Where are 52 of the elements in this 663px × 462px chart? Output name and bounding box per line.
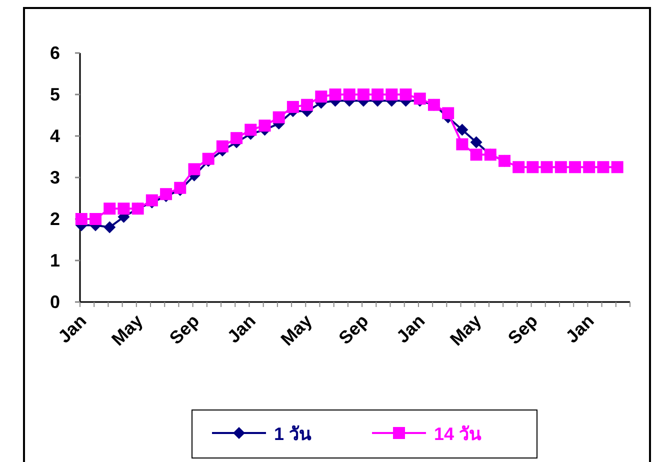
point <box>554 161 567 174</box>
point <box>230 132 243 144</box>
point <box>456 124 468 136</box>
point <box>611 161 624 174</box>
point <box>272 111 285 124</box>
point <box>315 90 328 103</box>
point <box>118 202 130 215</box>
point <box>569 161 581 174</box>
y-tick-label: 5 <box>50 84 60 104</box>
point <box>400 88 412 100</box>
legend-label: 14 วัน <box>434 424 482 444</box>
x-tick-label: Sep <box>504 310 542 348</box>
point <box>526 161 539 174</box>
point <box>597 161 610 174</box>
y-tick-label: 4 <box>50 126 60 146</box>
point <box>258 120 271 132</box>
point <box>583 161 596 174</box>
x-tick-label: May <box>276 310 316 350</box>
point <box>188 163 200 176</box>
point <box>357 88 370 100</box>
point <box>512 161 525 174</box>
point <box>386 88 398 100</box>
x-tick-label: Jan <box>54 310 90 347</box>
legend-label: 1 วัน <box>274 424 312 444</box>
point <box>372 88 384 100</box>
point <box>301 98 314 111</box>
x-tick-label: Jan <box>562 310 598 347</box>
y-tick-label: 2 <box>50 209 60 229</box>
point <box>343 88 356 100</box>
y-tick-label: 6 <box>50 43 60 63</box>
point <box>216 140 228 152</box>
y-tick-label: 1 <box>50 250 60 270</box>
point <box>456 138 468 150</box>
x-tick-label: Sep <box>166 310 204 348</box>
y-tick-label: 3 <box>50 168 60 188</box>
point <box>470 148 482 161</box>
point <box>90 213 102 225</box>
point <box>540 161 553 174</box>
x-tick-label: May <box>446 310 486 350</box>
point <box>442 107 454 120</box>
x-tick-label: Jan <box>392 310 429 347</box>
point <box>286 100 299 113</box>
x-tick-label: Sep <box>334 310 372 348</box>
point <box>244 124 257 136</box>
point <box>104 202 116 215</box>
point <box>470 136 482 148</box>
point <box>329 88 342 100</box>
x-tick-label: May <box>108 310 147 350</box>
x-tick-label: Jan <box>223 310 260 347</box>
point <box>104 221 116 234</box>
y-tick-label: 0 <box>50 292 60 312</box>
point <box>75 213 88 225</box>
